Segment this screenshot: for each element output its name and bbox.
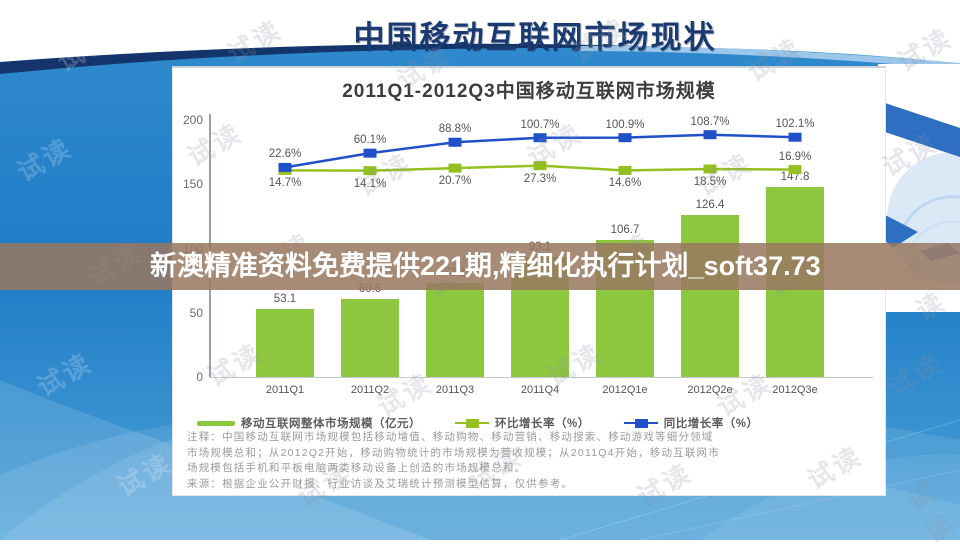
bar (341, 299, 399, 377)
blue-line-swatch (623, 418, 658, 428)
line-marker (533, 161, 547, 171)
legend-label: 同比增长率（%） (663, 418, 759, 430)
qoq-value-label: 14.6% (608, 177, 642, 190)
yoy-value-label: 60.1% (353, 134, 387, 147)
legend-label: 移动互联网整体市场规模（亿元） (241, 418, 421, 430)
footnote-line: 来源：根据企业公开财报、行业访谈及艾瑞统计预测模型估算，仅供参考。 (187, 477, 574, 490)
qoq-value-label: 20.7% (438, 175, 472, 188)
chart-legend: 移动互联网整体市场规模（亿元） 环比增长率（%） 同比增长率（%） (197, 415, 758, 431)
x-axis-category-label: 2012Q1e (602, 384, 648, 396)
yoy-value-label: 100.9% (605, 118, 645, 131)
chart-footnotes: 注释：中国移动互联网市场规模包括移动增值、移动购物、移动营销、移动搜索、移动游戏… (187, 430, 879, 492)
line-marker (533, 133, 547, 143)
legend-label: 环比增长率（%） (495, 418, 590, 430)
line-marker (363, 166, 377, 176)
qoq-value-label: 27.3% (523, 172, 557, 185)
x-axis-category-label: 2012Q2e (687, 384, 733, 396)
y-axis-tick-label: 0 (196, 370, 203, 384)
footnote-line: 场规模包括手机和平板电脑两类移动设备上创造的市场规模总和。 (187, 462, 527, 474)
line-marker (703, 164, 717, 174)
yoy-value-label: 22.6% (268, 148, 302, 161)
x-axis-category-label: 2011Q3 (435, 384, 475, 396)
x-axis-category-label: 2011Q4 (520, 384, 560, 396)
bar-value-label: 106.7 (610, 223, 640, 236)
line-marker (278, 162, 292, 172)
qoq-value-label: 18.5% (693, 175, 727, 188)
yoy-value-label: 100.7% (520, 118, 560, 131)
y-axis-tick-label: 200 (182, 113, 203, 127)
green-line-swatch (455, 418, 489, 428)
line-marker (363, 148, 377, 158)
y-axis-tick-label: 150 (182, 177, 203, 192)
line-marker (788, 132, 802, 142)
watermark-banner: 新澳精准资料免费提供221期,精细化执行计划_soft37.73 (0, 243, 960, 290)
bar (426, 283, 484, 377)
x-axis-category-label: 2011Q1 (265, 384, 305, 396)
x-axis-category-label: 2011Q2 (350, 384, 390, 396)
x-axis-category-label: 2012Q3e (772, 384, 818, 396)
line-marker (448, 137, 462, 147)
qoq-growth-line (284, 164, 796, 172)
line-marker (278, 165, 292, 175)
legend-item-market-size: 移动互联网整体市场规模（亿元） (197, 415, 421, 431)
legend-item-yoy-growth: 同比增长率（%） (623, 415, 759, 431)
qoq-value-label: 14.7% (268, 177, 302, 190)
qoq-value-label: 16.9% (778, 150, 812, 163)
yoy-value-label: 88.8% (438, 123, 472, 136)
line-marker (703, 130, 717, 140)
bar (256, 308, 314, 377)
bar-series-swatch (197, 420, 235, 426)
yoy-value-label: 108.7% (690, 115, 730, 128)
page-title: 中国移动互联网市场现状 (353, 20, 717, 55)
bar-value-label: 147.8 (780, 171, 810, 184)
footnote-line: 注释：中国移动互联网市场规模包括移动增值、移动购物、移动营销、移动搜索、移动游戏… (187, 431, 714, 443)
chart-title: 2011Q1-2012Q3中国移动互联网市场规模 (342, 81, 716, 102)
x-axis-baseline (209, 377, 873, 378)
qoq-value-label: 14.1% (353, 177, 387, 190)
line-marker (618, 133, 632, 143)
bar (681, 214, 739, 377)
footnote-line: 市场规模总和；从2012Q2开始，移动购物统计的市场规模为营收规模；从2011Q… (187, 446, 720, 459)
line-marker (618, 165, 632, 175)
legend-item-qoq-growth: 环比增长率（%） (455, 415, 590, 431)
bar-value-label: 53.1 (273, 292, 297, 305)
y-axis-tick-label: 50 (189, 305, 203, 320)
yoy-value-label: 102.1% (775, 118, 815, 131)
line-marker (448, 163, 462, 173)
bar-value-label: 126.4 (695, 198, 725, 211)
